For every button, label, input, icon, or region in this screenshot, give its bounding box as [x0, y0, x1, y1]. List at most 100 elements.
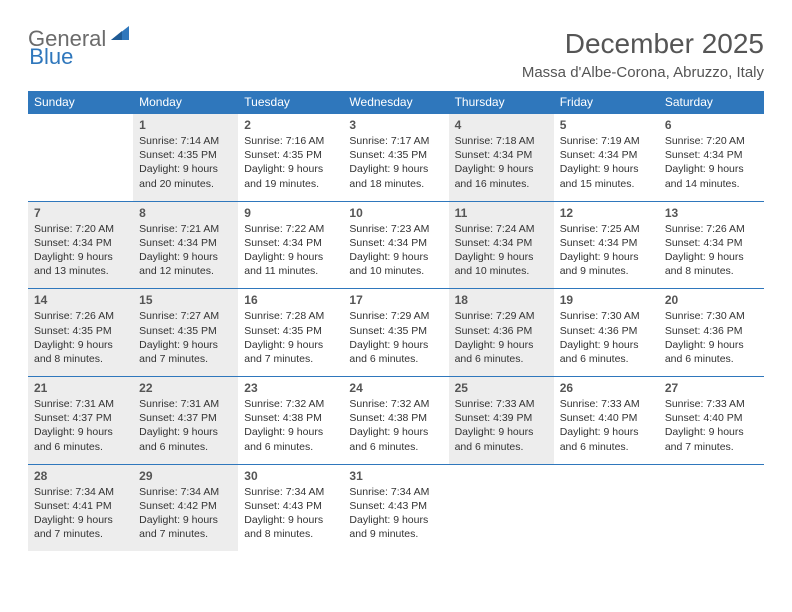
day-cell: 23Sunrise: 7:32 AMSunset: 4:38 PMDayligh…	[238, 376, 343, 464]
day-detail: Sunrise: 7:32 AMSunset: 4:38 PMDaylight:…	[244, 397, 337, 454]
day-cell: 12 Sunrise: 7:25 AMSunset: 4:34 PMDayligh…	[554, 201, 659, 289]
day-detail: Sunrise: 7:34 AMSunset: 4:43 PMDaylight:…	[244, 485, 337, 542]
day-detail: Sunrise: 7:33 AMSunset: 4:40 PMDaylight:…	[665, 397, 758, 454]
day-cell: 20 Sunrise: 7:30 AMSunset: 4:36 PMDayligh…	[659, 288, 764, 376]
day-cell: 7 Sunrise: 7:20 AMSunset: 4:34 PMDaylight…	[28, 201, 133, 289]
day-number: 27	[665, 381, 758, 395]
day-number: 12	[560, 206, 653, 220]
day-detail: Sunrise: 7:31 AMSunset: 4:37 PMDaylight:…	[34, 397, 127, 454]
day-number: 19	[560, 293, 653, 307]
dow-header: Tuesday	[238, 91, 343, 113]
day-cell: 19 Sunrise: 7:30 AMSunset: 4:36 PMDayligh…	[554, 288, 659, 376]
day-number: 9	[244, 206, 337, 220]
day-number: 7	[34, 206, 127, 220]
logo-text-part2: Blue	[29, 46, 73, 68]
dow-header: Wednesday	[343, 91, 448, 113]
day-detail: Sunrise: 7:26 AMSunset: 4:35 PMDaylight:…	[34, 309, 127, 366]
day-cell: 18Sunrise: 7:29 AMSunset: 4:36 PMDayligh…	[449, 288, 554, 376]
empty-cell	[449, 464, 554, 552]
day-cell: 24 Sunrise: 7:32 AMSunset: 4:38 PMDayligh…	[343, 376, 448, 464]
day-detail: Sunrise: 7:19 AMSunset: 4:34 PMDaylight:…	[560, 134, 653, 191]
day-number: 8	[139, 206, 232, 220]
day-cell: 30 Sunrise: 7:34 AMSunset: 4:43 PMDayligh…	[238, 464, 343, 552]
day-cell: 21 Sunrise: 7:31 AMSunset: 4:37 PMDayligh…	[28, 376, 133, 464]
day-detail: Sunrise: 7:33 AMSunset: 4:40 PMDaylight:…	[560, 397, 653, 454]
day-number: 16	[244, 293, 337, 307]
day-cell: 29Sunrise: 7:34 AMSunset: 4:42 PMDayligh…	[133, 464, 238, 552]
page-subtitle: Massa d'Albe-Corona, Abruzzo, Italy	[28, 64, 764, 81]
day-number: 24	[349, 381, 442, 395]
day-detail: Sunrise: 7:31 AMSunset: 4:37 PMDaylight:…	[139, 397, 232, 454]
day-cell: 3 Sunrise: 7:17 AMSunset: 4:35 PMDaylight…	[343, 113, 448, 201]
day-cell: 15 Sunrise: 7:27 AMSunset: 4:35 PMDayligh…	[133, 288, 238, 376]
day-cell: 17 Sunrise: 7:29 AMSunset: 4:35 PMDayligh…	[343, 288, 448, 376]
empty-cell	[659, 464, 764, 552]
dow-header: Friday	[554, 91, 659, 113]
day-cell: 1 Sunrise: 7:14 AMSunset: 4:35 PMDaylight…	[133, 113, 238, 201]
day-detail: Sunrise: 7:30 AMSunset: 4:36 PMDaylight:…	[560, 309, 653, 366]
empty-cell	[28, 113, 133, 201]
day-detail: Sunrise: 7:24 AMSunset: 4:34 PMDaylight:…	[455, 222, 548, 279]
day-number: 20	[665, 293, 758, 307]
day-cell: 25 Sunrise: 7:33 AMSunset: 4:39 PMDayligh…	[449, 376, 554, 464]
day-detail: Sunrise: 7:20 AMSunset: 4:34 PMDaylight:…	[34, 222, 127, 279]
day-detail: Sunrise: 7:30 AMSunset: 4:36 PMDaylight:…	[665, 309, 758, 366]
day-number: 17	[349, 293, 442, 307]
day-detail: Sunrise: 7:16 AMSunset: 4:35 PMDaylight:…	[244, 134, 337, 191]
day-number: 6	[665, 118, 758, 132]
day-cell: 5 Sunrise: 7:19 AMSunset: 4:34 PMDaylight…	[554, 113, 659, 201]
day-number: 5	[560, 118, 653, 132]
day-detail: Sunrise: 7:33 AMSunset: 4:39 PMDaylight:…	[455, 397, 548, 454]
day-cell: 27 Sunrise: 7:33 AMSunset: 4:40 PMDayligh…	[659, 376, 764, 464]
day-number: 11	[455, 206, 548, 220]
page: General Blue December 2025 Massa d'Albe-…	[0, 0, 792, 551]
day-detail: Sunrise: 7:25 AMSunset: 4:34 PMDaylight:…	[560, 222, 653, 279]
day-cell: 26 Sunrise: 7:33 AMSunset: 4:40 PMDayligh…	[554, 376, 659, 464]
day-number: 1	[139, 118, 232, 132]
day-detail: Sunrise: 7:34 AMSunset: 4:43 PMDaylight:…	[349, 485, 442, 542]
day-detail: Sunrise: 7:32 AMSunset: 4:38 PMDaylight:…	[349, 397, 442, 454]
page-title: December 2025	[565, 28, 764, 60]
day-number: 30	[244, 469, 337, 483]
day-detail: Sunrise: 7:27 AMSunset: 4:35 PMDaylight:…	[139, 309, 232, 366]
day-number: 26	[560, 381, 653, 395]
day-number: 31	[349, 469, 442, 483]
dow-header: Saturday	[659, 91, 764, 113]
day-cell: 10 Sunrise: 7:23 AMSunset: 4:34 PMDayligh…	[343, 201, 448, 289]
day-detail: Sunrise: 7:26 AMSunset: 4:34 PMDaylight:…	[665, 222, 758, 279]
day-detail: Sunrise: 7:34 AMSunset: 4:42 PMDaylight:…	[139, 485, 232, 542]
day-number: 2	[244, 118, 337, 132]
day-number: 15	[139, 293, 232, 307]
logo: General Blue	[28, 28, 177, 50]
dow-header: Sunday	[28, 91, 133, 113]
day-cell: 28 Sunrise: 7:34 AMSunset: 4:41 PMDayligh…	[28, 464, 133, 552]
day-number: 25	[455, 381, 548, 395]
day-number: 13	[665, 206, 758, 220]
day-detail: Sunrise: 7:34 AMSunset: 4:41 PMDaylight:…	[34, 485, 127, 542]
day-number: 18	[455, 293, 548, 307]
day-detail: Sunrise: 7:18 AMSunset: 4:34 PMDaylight:…	[455, 134, 548, 191]
calendar-grid: SundayMondayTuesdayWednesdayThursdayFrid…	[28, 91, 764, 551]
day-cell: 11 Sunrise: 7:24 AMSunset: 4:34 PMDayligh…	[449, 201, 554, 289]
day-number: 3	[349, 118, 442, 132]
day-number: 28	[34, 469, 127, 483]
dow-header: Monday	[133, 91, 238, 113]
day-number: 4	[455, 118, 548, 132]
empty-cell	[554, 464, 659, 552]
day-detail: Sunrise: 7:29 AMSunset: 4:35 PMDaylight:…	[349, 309, 442, 366]
day-cell: 31 Sunrise: 7:34 AMSunset: 4:43 PMDayligh…	[343, 464, 448, 552]
day-number: 21	[34, 381, 127, 395]
logo-triangle-icon	[111, 22, 129, 44]
day-detail: Sunrise: 7:28 AMSunset: 4:35 PMDaylight:…	[244, 309, 337, 366]
day-cell: 8Sunrise: 7:21 AMSunset: 4:34 PMDaylight…	[133, 201, 238, 289]
day-number: 14	[34, 293, 127, 307]
day-number: 10	[349, 206, 442, 220]
day-cell: 4 Sunrise: 7:18 AMSunset: 4:34 PMDaylight…	[449, 113, 554, 201]
day-detail: Sunrise: 7:14 AMSunset: 4:35 PMDaylight:…	[139, 134, 232, 191]
day-cell: 9 Sunrise: 7:22 AMSunset: 4:34 PMDaylight…	[238, 201, 343, 289]
day-detail: Sunrise: 7:22 AMSunset: 4:34 PMDaylight:…	[244, 222, 337, 279]
day-detail: Sunrise: 7:20 AMSunset: 4:34 PMDaylight:…	[665, 134, 758, 191]
day-detail: Sunrise: 7:17 AMSunset: 4:35 PMDaylight:…	[349, 134, 442, 191]
day-detail: Sunrise: 7:23 AMSunset: 4:34 PMDaylight:…	[349, 222, 442, 279]
day-cell: 16 Sunrise: 7:28 AMSunset: 4:35 PMDayligh…	[238, 288, 343, 376]
